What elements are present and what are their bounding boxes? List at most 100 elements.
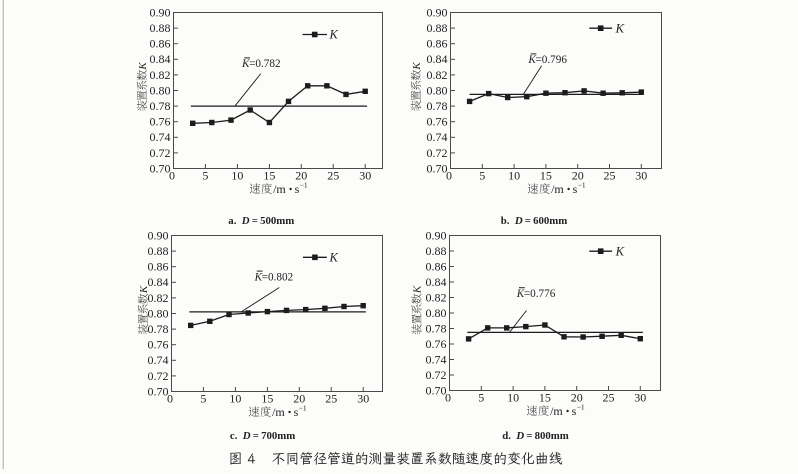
svg-text:30: 30 bbox=[635, 169, 647, 183]
svg-text:0.86: 0.86 bbox=[427, 37, 448, 51]
svg-text:K: K bbox=[615, 21, 625, 35]
svg-text:0.80: 0.80 bbox=[427, 83, 448, 97]
svg-text:5: 5 bbox=[479, 169, 485, 183]
svg-text:0.72: 0.72 bbox=[148, 369, 169, 383]
svg-text:0.78: 0.78 bbox=[148, 322, 169, 336]
svg-text:s: s bbox=[572, 404, 577, 418]
svg-text:0.72: 0.72 bbox=[427, 146, 448, 160]
svg-text:20: 20 bbox=[295, 169, 307, 183]
svg-text:0.82: 0.82 bbox=[150, 68, 171, 82]
svg-text:0.70: 0.70 bbox=[150, 161, 171, 175]
svg-text:0.86: 0.86 bbox=[150, 37, 171, 51]
svg-text:/m: /m bbox=[272, 405, 285, 419]
svg-text:s: s bbox=[295, 182, 300, 196]
svg-text:30: 30 bbox=[359, 169, 371, 183]
svg-text:0.70: 0.70 bbox=[427, 161, 448, 175]
svg-text:0.86: 0.86 bbox=[426, 259, 447, 273]
svg-text:/m: /m bbox=[550, 404, 563, 418]
svg-text:15: 15 bbox=[261, 392, 273, 406]
svg-text:0.88: 0.88 bbox=[150, 21, 171, 35]
svg-text:0.72: 0.72 bbox=[426, 368, 447, 382]
svg-text:0.90: 0.90 bbox=[150, 5, 171, 19]
svg-text:0.76: 0.76 bbox=[148, 338, 169, 352]
svg-text:10: 10 bbox=[229, 392, 241, 406]
svg-text:0: 0 bbox=[169, 169, 175, 183]
svg-text:0.90: 0.90 bbox=[148, 228, 169, 242]
svg-text:K=0.802: K=0.802 bbox=[254, 271, 294, 283]
svg-text:15: 15 bbox=[263, 169, 275, 183]
svg-text:5: 5 bbox=[200, 392, 206, 406]
svg-text:0.90: 0.90 bbox=[427, 5, 448, 19]
svg-text:15: 15 bbox=[540, 169, 552, 183]
svg-text:0.84: 0.84 bbox=[148, 275, 169, 289]
svg-text:0.82: 0.82 bbox=[427, 68, 448, 82]
svg-text:s: s bbox=[294, 405, 299, 419]
svg-text:0.88: 0.88 bbox=[426, 244, 447, 258]
svg-text:b. D = 600mm: b. D = 600mm bbox=[501, 215, 568, 227]
svg-text:K: K bbox=[137, 62, 149, 71]
svg-text:0.70: 0.70 bbox=[426, 383, 447, 397]
svg-text:5: 5 bbox=[202, 169, 208, 183]
svg-text:0.84: 0.84 bbox=[427, 52, 448, 66]
svg-text:0.74: 0.74 bbox=[426, 352, 447, 366]
svg-text:0.78: 0.78 bbox=[427, 99, 448, 113]
svg-text:K: K bbox=[411, 62, 423, 71]
svg-text:−1: −1 bbox=[577, 403, 585, 412]
svg-text:K=0.776: K=0.776 bbox=[516, 288, 556, 300]
svg-text:0.80: 0.80 bbox=[426, 306, 447, 320]
svg-text:0: 0 bbox=[446, 169, 452, 183]
svg-text:0.86: 0.86 bbox=[148, 260, 169, 274]
svg-text:10: 10 bbox=[231, 169, 243, 183]
svg-text:a. D = 500mm: a. D = 500mm bbox=[228, 215, 294, 227]
svg-text:25: 25 bbox=[604, 169, 616, 183]
svg-text:d. D = 800mm: d. D = 800mm bbox=[502, 430, 569, 442]
svg-text:20: 20 bbox=[572, 169, 584, 183]
svg-text:20: 20 bbox=[293, 392, 305, 406]
svg-text:K=0.796: K=0.796 bbox=[527, 54, 567, 66]
svg-text:/m: /m bbox=[551, 182, 564, 196]
svg-text:30: 30 bbox=[357, 392, 369, 406]
svg-text:15: 15 bbox=[539, 391, 551, 405]
svg-text:K: K bbox=[615, 244, 625, 258]
svg-text:0.88: 0.88 bbox=[148, 244, 169, 258]
svg-text:30: 30 bbox=[634, 391, 646, 405]
svg-text:0.74: 0.74 bbox=[427, 130, 448, 144]
svg-text:0: 0 bbox=[445, 391, 451, 405]
svg-text:5: 5 bbox=[478, 391, 484, 405]
svg-text:0.84: 0.84 bbox=[150, 52, 171, 66]
svg-text:0.78: 0.78 bbox=[426, 321, 447, 335]
svg-text:20: 20 bbox=[571, 391, 583, 405]
svg-text:0.78: 0.78 bbox=[150, 99, 171, 113]
svg-text:K: K bbox=[138, 285, 150, 294]
svg-text:0.76: 0.76 bbox=[426, 337, 447, 351]
svg-text:0: 0 bbox=[167, 392, 173, 406]
svg-text:0.84: 0.84 bbox=[426, 275, 447, 289]
svg-text:0.72: 0.72 bbox=[150, 146, 171, 160]
svg-text:0.74: 0.74 bbox=[148, 353, 169, 367]
svg-text:0.88: 0.88 bbox=[427, 21, 448, 35]
svg-text:0.82: 0.82 bbox=[426, 290, 447, 304]
svg-text:/m: /m bbox=[273, 182, 286, 196]
svg-text:25: 25 bbox=[325, 392, 337, 406]
svg-text:10: 10 bbox=[508, 169, 520, 183]
svg-text:0.76: 0.76 bbox=[150, 115, 171, 129]
svg-text:s: s bbox=[573, 182, 578, 196]
svg-text:25: 25 bbox=[327, 169, 339, 183]
svg-text:0.90: 0.90 bbox=[426, 228, 447, 242]
svg-text:0.82: 0.82 bbox=[148, 291, 169, 305]
svg-text:−1: −1 bbox=[578, 181, 586, 190]
svg-text:0.80: 0.80 bbox=[148, 306, 169, 320]
svg-text:10: 10 bbox=[507, 391, 519, 405]
svg-text:K: K bbox=[329, 251, 339, 265]
svg-text:K=0.782: K=0.782 bbox=[241, 58, 281, 70]
svg-text:−1: −1 bbox=[299, 404, 307, 413]
svg-text:0.74: 0.74 bbox=[150, 130, 171, 144]
svg-text:0.80: 0.80 bbox=[150, 83, 171, 97]
svg-text:0.76: 0.76 bbox=[427, 115, 448, 129]
svg-text:K: K bbox=[412, 285, 424, 294]
svg-text:K: K bbox=[329, 28, 339, 42]
svg-text:c. D = 700mm: c. D = 700mm bbox=[230, 430, 295, 442]
svg-text:25: 25 bbox=[603, 391, 615, 405]
svg-text:0.70: 0.70 bbox=[148, 384, 169, 398]
svg-text:−1: −1 bbox=[300, 181, 308, 190]
